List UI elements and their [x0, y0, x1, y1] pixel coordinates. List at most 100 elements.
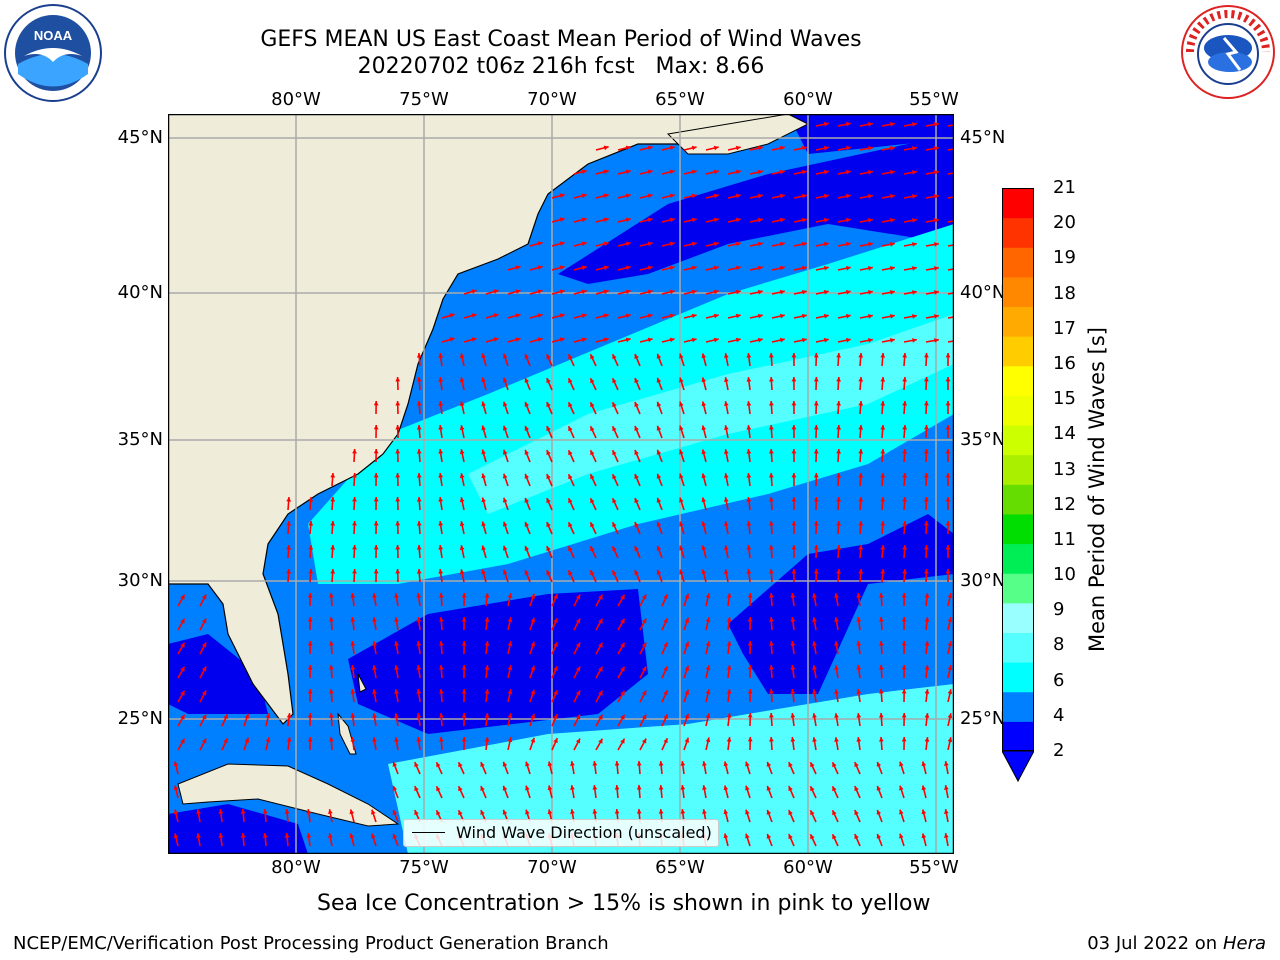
lon-label-bottom-75w: 75°W: [399, 857, 449, 878]
wave-direction-arrowhead: [854, 786, 859, 792]
wave-direction-arrowhead: [656, 569, 662, 575]
wave-direction-arrowhead: [568, 474, 573, 480]
wave-direction-arrowhead: [944, 785, 949, 790]
wave-direction-arrowhead: [598, 714, 603, 720]
wave-direction-arrowhead: [641, 714, 647, 720]
wave-direction-arrowhead: [352, 521, 357, 526]
wave-direction-arrowhead: [307, 689, 313, 694]
wave-direction-arrowhead: [735, 337, 741, 343]
wave-direction-arrowhead: [691, 265, 697, 271]
colorbar-tick-label: 17: [1053, 317, 1076, 339]
wave-direction-arrow: [947, 340, 954, 343]
wave-direction-arrowhead: [471, 337, 477, 342]
wave-direction-arrow: [947, 316, 954, 319]
wave-direction-arrowhead: [350, 713, 356, 718]
wave-direction-arrowhead: [680, 761, 686, 766]
wave-direction-arrowhead: [899, 785, 904, 791]
lon-label-bottom-60w: 60°W: [783, 857, 833, 878]
wave-direction-arrowhead: [858, 449, 864, 454]
wave-direction-arrowhead: [890, 194, 895, 199]
wave-direction-arrowhead: [832, 810, 837, 816]
wave-direction-arrowhead: [524, 497, 530, 503]
wave-direction-arrowhead: [934, 122, 939, 127]
wave-direction-arrowhead: [713, 217, 719, 223]
wave-direction-arrowhead: [656, 521, 662, 527]
wave-direction-arrowhead: [823, 241, 829, 247]
wave-direction-arrowhead: [813, 521, 819, 526]
wave-direction-arrowhead: [769, 593, 774, 598]
wave-direction-arrowhead: [912, 122, 917, 127]
wave-direction-arrowhead: [372, 641, 377, 646]
wave-direction-arrowhead: [614, 785, 620, 790]
wave-direction-arrowhead: [723, 833, 729, 839]
wave-direction-arrowhead: [641, 618, 647, 624]
wave-direction-arrowhead: [286, 521, 292, 526]
wave-direction-arrowhead: [439, 713, 444, 718]
wave-direction-arrowhead: [679, 425, 684, 431]
wave-direction-arrowhead: [634, 426, 639, 431]
wave-direction-arrowhead: [590, 426, 595, 432]
wave-direction-arrowhead: [834, 737, 839, 742]
lon-label-top-70w: 70°W: [527, 89, 577, 110]
wave-direction-arrowhead: [656, 449, 662, 455]
colorbar-segment: [1002, 543, 1034, 574]
wave-direction-arrowhead: [726, 713, 732, 718]
wave-direction-arrowhead: [947, 593, 953, 599]
wave-direction-arrowhead: [924, 449, 929, 454]
wave-direction-arrowhead: [724, 473, 729, 478]
wave-direction-arrowhead: [481, 569, 486, 575]
lon-label-top-75w: 75°W: [399, 89, 449, 110]
wave-direction-arrowhead: [330, 521, 336, 526]
wave-direction-arrowhead: [515, 289, 521, 294]
wave-direction-arrowhead: [810, 810, 815, 816]
wave-direction-arrowhead: [502, 521, 508, 527]
wave-direction-arrowhead: [801, 289, 807, 295]
wave-direction-arrowhead: [598, 666, 603, 672]
wave-direction-arrowhead: [394, 593, 399, 598]
wave-direction-arrowhead: [723, 761, 729, 767]
wave-direction-arrowhead: [620, 738, 625, 744]
wave-direction-arrowhead: [546, 402, 551, 408]
wave-direction-arrowhead: [684, 617, 690, 623]
wave-direction-arrowhead: [757, 193, 763, 199]
wave-direction-arrowhead: [924, 473, 929, 478]
wave-direction-arrowhead: [812, 713, 817, 718]
wave-direction-arrowhead: [876, 809, 882, 815]
wave-direction-arrowhead: [484, 593, 490, 598]
wave-direction-arrowhead: [218, 833, 224, 838]
wave-direction-arrowhead: [568, 402, 573, 408]
wave-direction-arrowhead: [329, 641, 334, 646]
wave-direction-arrowhead: [330, 545, 336, 550]
wave-direction-arrowhead: [439, 641, 444, 646]
wave-direction-arrowhead: [575, 666, 581, 672]
wave-direction-arrowhead: [912, 218, 917, 223]
wave-direction-arrowhead: [373, 569, 379, 574]
wave-direction-arrowhead: [934, 194, 939, 199]
wave-direction-arrowhead: [663, 714, 668, 720]
wave-direction-arrowhead: [812, 617, 817, 622]
wave-direction-arrowhead: [735, 145, 741, 151]
wave-direction-arrowhead: [880, 353, 886, 358]
wave-direction-arrowhead: [553, 738, 558, 744]
wave-direction-arrowhead: [647, 313, 653, 319]
wave-direction-arrowhead: [726, 737, 732, 742]
wave-direction-arrowhead: [502, 473, 508, 479]
wave-direction-arrowhead: [724, 449, 729, 454]
wave-direction-arrowhead: [945, 497, 951, 502]
wave-direction-arrowhead: [641, 666, 647, 672]
wave-direction-arrowhead: [921, 761, 927, 767]
wave-direction-arrowhead: [934, 266, 939, 271]
wave-direction-arrowhead: [568, 546, 573, 552]
wave-direction-arrowhead: [879, 737, 884, 742]
wave-direction-arrowhead: [724, 497, 729, 502]
wave-direction-arrowhead: [924, 545, 929, 550]
wave-direction-arrowhead: [663, 738, 668, 744]
wave-direction-arrowhead: [945, 521, 951, 526]
wave-direction-arrowhead: [684, 737, 690, 743]
wave-direction-arrowhead: [791, 521, 797, 526]
colorbar-extend-triangle: [1001, 750, 1035, 783]
wave-direction-arrowhead: [352, 569, 357, 574]
wave-direction-arrowhead: [647, 265, 653, 271]
wave-direction-arrowhead: [634, 498, 639, 503]
wave-direction-arrowhead: [801, 337, 807, 343]
